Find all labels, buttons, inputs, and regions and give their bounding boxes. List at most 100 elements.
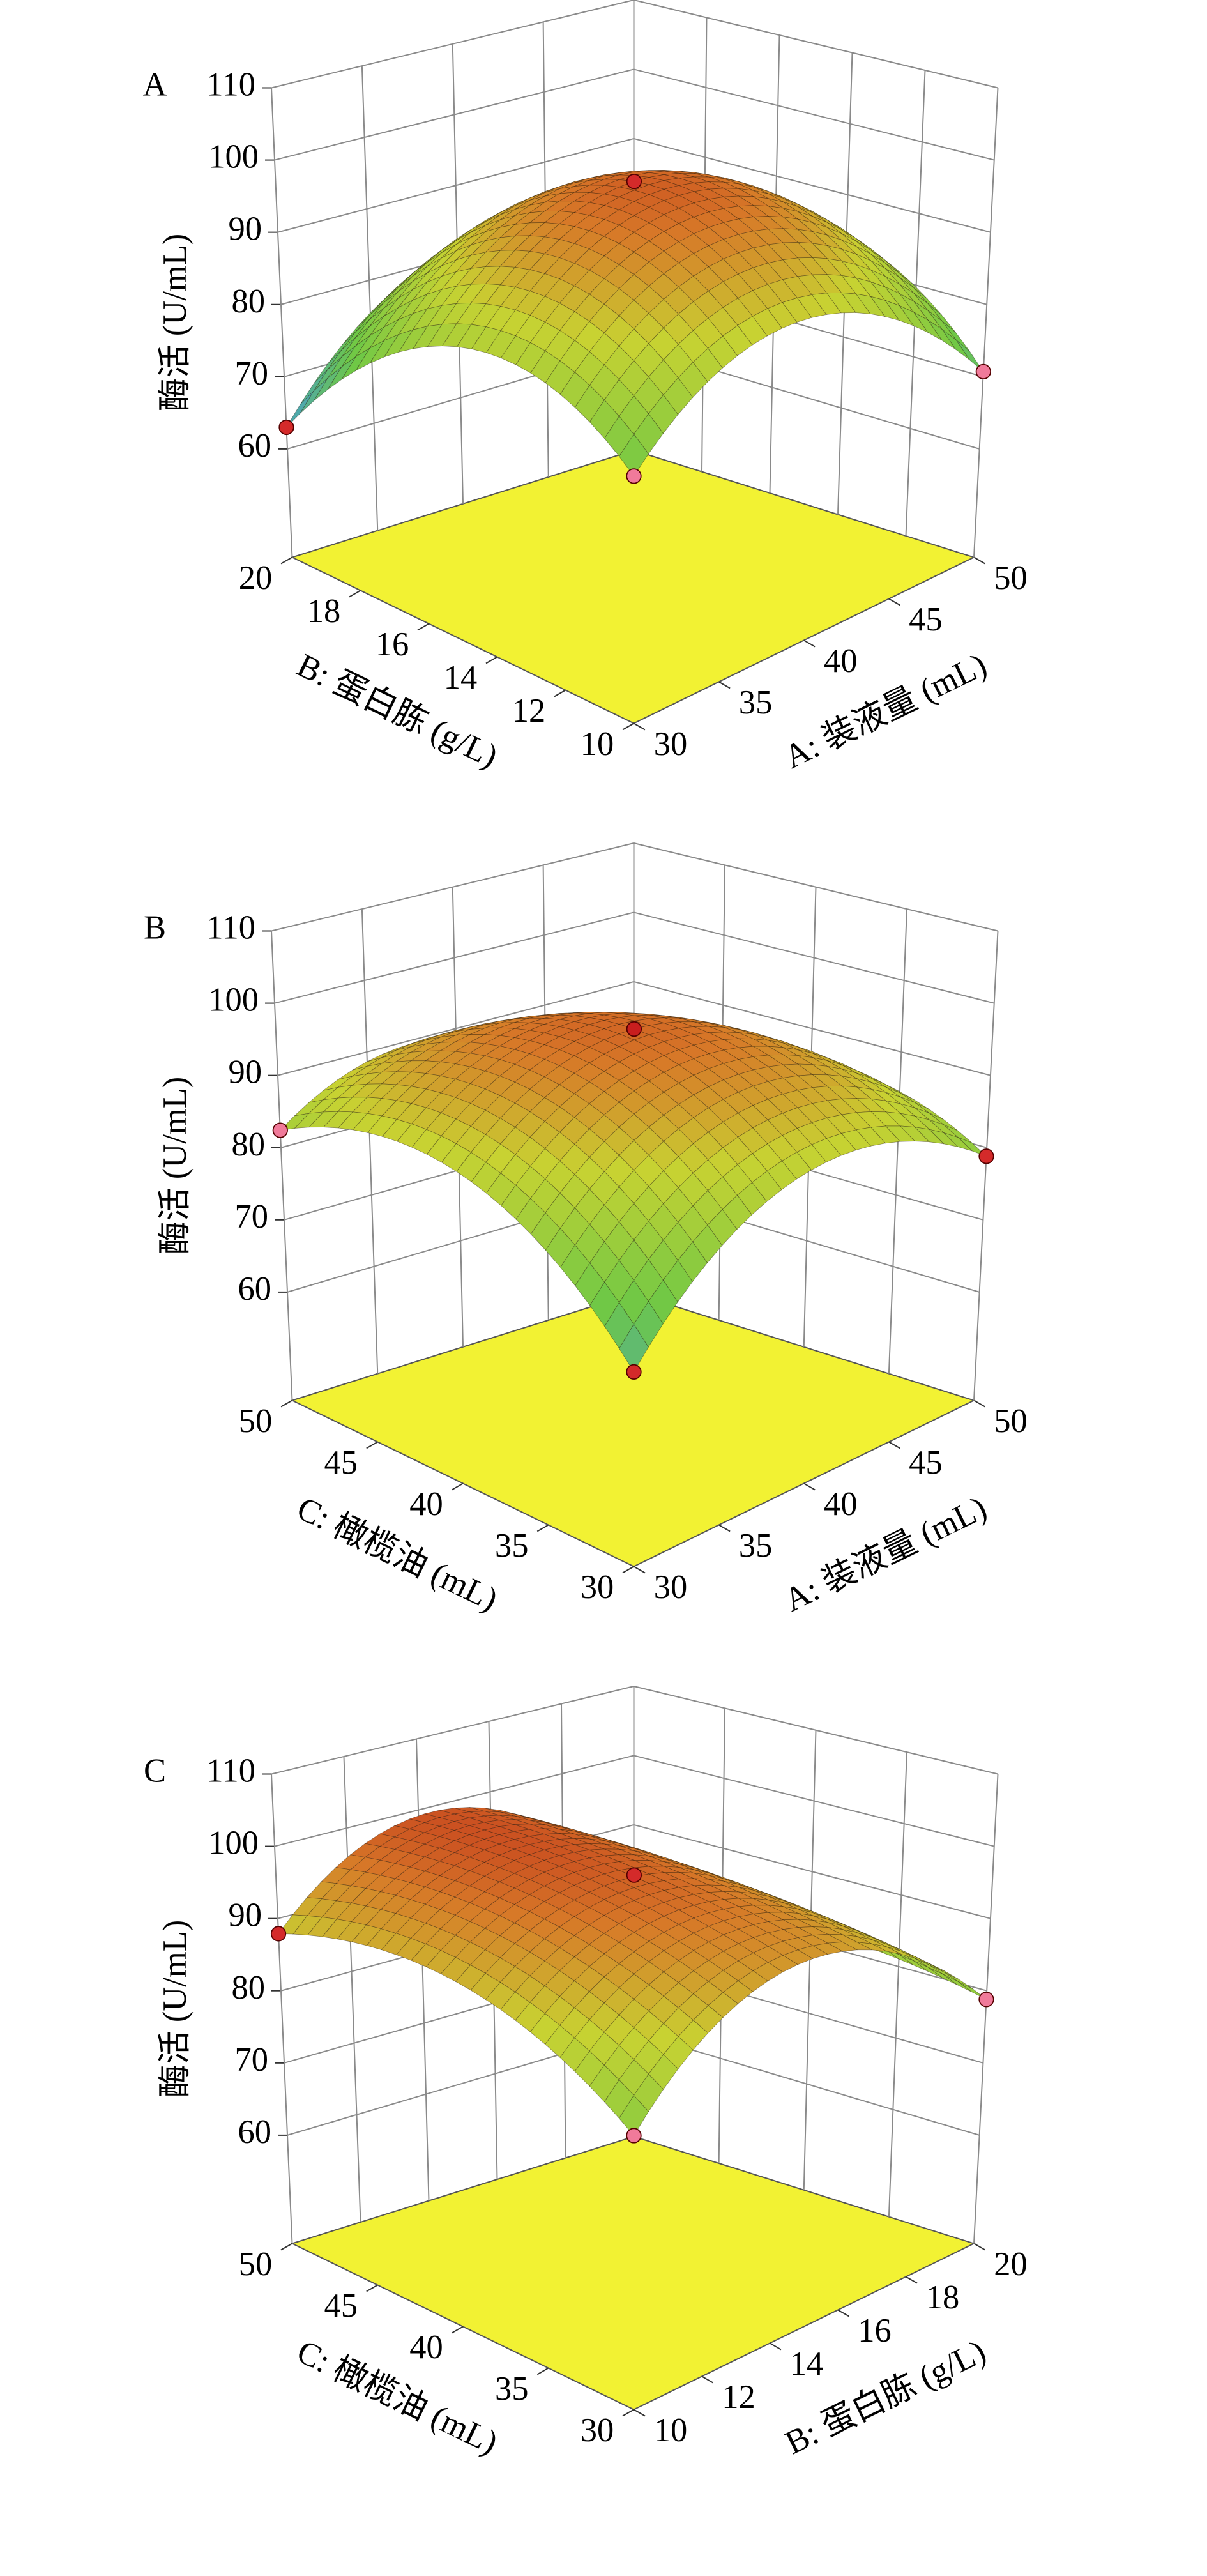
surface-patch [708,1992,739,2018]
x-tick-label: 45 [909,601,943,638]
surface-patch [693,1053,724,1069]
surface-patch [410,1923,441,1944]
surface-patch [694,1026,724,1033]
surface-patch [782,1949,814,1965]
grid-line [888,1752,907,2217]
surface-patch [485,205,515,222]
tick-mark [718,681,731,689]
surface-patch [485,1027,515,1036]
surface-patch [398,326,429,353]
surface-patch [648,1023,680,1032]
surface-patch [440,1026,471,1035]
surface-patch [468,1839,500,1850]
surface-patch [723,1943,754,1962]
surface-patch [899,273,928,300]
surface-patch [573,1924,605,1945]
surface-patch [604,315,635,347]
z-tick-label: 60 [238,427,272,464]
surface-patch [708,239,739,260]
surface-patch [559,1833,589,1840]
surface-patch [409,1886,441,1905]
surface-patch [826,1098,857,1115]
surface-patch [692,2005,724,2034]
surface-patch [469,1027,500,1035]
surface-patch [441,1143,472,1172]
surface-patch [884,300,915,326]
surface-patch [499,235,531,251]
surface-patch [423,1825,455,1837]
surface-patch [589,1281,620,1327]
tick-mark [554,689,566,697]
surface-patch [604,1013,634,1018]
grid-line [271,1686,634,1775]
surface-patch [501,335,531,365]
surface-patch [871,1939,901,1952]
tick-mark [536,1524,549,1532]
surface-patch [514,235,545,252]
surface-patch [589,1012,619,1016]
surface-patch [678,2020,709,2051]
surface-patch [856,1932,886,1944]
tick-mark [366,1441,378,1449]
surface-patch [797,1926,829,1936]
surface-patch [356,299,385,329]
surface-patch [543,211,575,224]
surface-patch [812,1919,843,1930]
surface-patch [574,385,605,423]
y-tick-label: 30 [581,1569,614,1606]
surface-patch [424,1810,455,1818]
surface-patch [664,1861,694,1870]
surface-patch [604,264,635,289]
surface-patch [929,1113,959,1131]
grid-line [271,88,293,558]
surface-patch [678,191,710,204]
surface-patch [383,329,414,358]
tick-mark [803,1482,816,1491]
surface-patch [529,1017,559,1025]
surface-patch [379,1863,411,1879]
surface-patch [515,1166,546,1199]
x-tick-label: 35 [739,1527,773,1564]
tick-mark [634,2409,646,2417]
surface-patch [513,1854,545,1867]
surface-patch [619,434,649,477]
x-tick-label: 20 [994,2246,1028,2283]
surface-patch [752,244,784,264]
surface-patch [381,1084,412,1101]
y-tick-label: 16 [376,626,409,663]
z-tick-label: 90 [229,211,262,248]
surface-patch [663,1156,694,1188]
tick-mark [973,2243,985,2251]
surface-patch [634,222,665,241]
y-tick-label: 45 [324,1444,358,1481]
x-tick-label: 45 [909,1444,943,1481]
z-tick-label: 110 [206,910,255,947]
surface-patch [559,1838,589,1845]
tick-mark [770,2342,782,2351]
surface-patch [370,287,399,316]
surface-patch [337,1921,367,1942]
grid-line [361,909,379,1374]
surface-patch [558,1861,590,1873]
surface-patch [648,200,680,215]
surface-patch [589,1838,619,1846]
surface-patch [619,1012,649,1016]
surface-patch [398,308,428,335]
surface-patch [292,1915,323,1935]
surface-patch [589,174,619,181]
y-tick-label: 12 [512,692,546,729]
surface-patch [827,1066,857,1079]
surface-patch [469,1928,501,1950]
x-tick-label: 12 [722,2379,755,2416]
surface-patch [530,1212,561,1251]
surface-patch [678,1143,709,1173]
surface-patch [558,1852,590,1862]
surface-patch [678,1026,709,1035]
surface-patch [812,1915,842,1926]
x-tick-label: 40 [824,643,858,680]
design-point [278,419,294,436]
panel-label: C [144,1753,166,1790]
surface-patch [529,236,560,254]
surface-patch [355,326,384,358]
floor [290,449,976,724]
